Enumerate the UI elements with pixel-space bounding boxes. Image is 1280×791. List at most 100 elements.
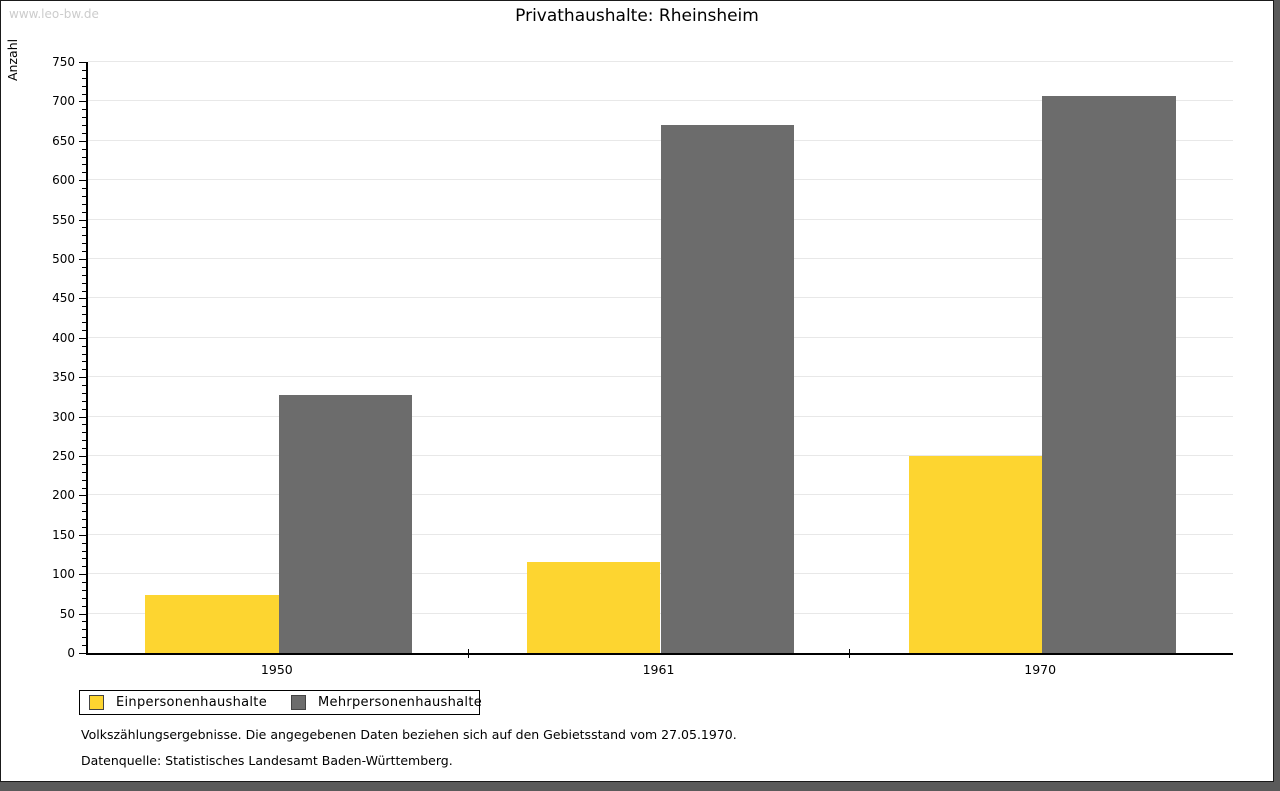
y-axis-tick	[82, 117, 86, 119]
y-axis-tick	[82, 597, 86, 599]
y-axis-tick	[82, 243, 86, 245]
y-axis-tick	[82, 589, 86, 591]
y-axis-tick	[82, 125, 86, 127]
y-axis-tick	[82, 605, 86, 607]
y-axis-tick	[82, 369, 86, 371]
y-axis-tick	[82, 558, 86, 560]
y-axis-tick	[82, 526, 86, 528]
plot-area	[86, 61, 1233, 655]
y-axis-tick	[82, 314, 86, 316]
x-axis-tick	[467, 649, 469, 658]
bar-einpersonenhaushalte-1961	[526, 561, 661, 653]
y-axis-tick	[82, 329, 86, 331]
footer-note: Volkszählungsergebnisse. Die angegebenen…	[81, 727, 737, 742]
y-axis-tick-label: 300	[52, 409, 75, 424]
y-axis-tick	[79, 298, 86, 300]
y-axis-tick	[82, 322, 86, 324]
y-axis-tick-label: 600	[52, 173, 75, 188]
y-axis-tick	[82, 479, 86, 481]
y-axis-tick	[82, 282, 86, 284]
y-axis-tick	[82, 448, 86, 450]
y-axis-tick	[82, 77, 86, 79]
y-axis-tick	[82, 542, 86, 544]
y-axis-tick-label: 350	[52, 370, 75, 385]
y-axis-tick	[82, 266, 86, 268]
y-axis-tick	[79, 495, 86, 497]
y-axis-tick-label: 650	[52, 133, 75, 148]
y-axis-tick	[82, 235, 86, 237]
y-axis-tick	[82, 400, 86, 402]
watermark: www.leo-bw.de	[9, 7, 99, 21]
y-axis-tick	[82, 637, 86, 639]
y-axis-tick	[79, 653, 86, 654]
y-axis-tick	[82, 132, 86, 134]
gridline	[88, 61, 1233, 62]
y-axis-tick	[79, 259, 86, 260]
y-axis-tick-label: 700	[52, 94, 75, 109]
y-axis-tick	[79, 377, 86, 379]
legend-label: Einpersonenhaushalte	[116, 695, 267, 710]
y-axis-tick	[82, 290, 86, 292]
legend: Einpersonenhaushalte Mehrpersonenhaushal…	[79, 690, 482, 715]
x-axis-label: 1950	[260, 662, 293, 677]
y-axis-tick-label: 50	[59, 606, 75, 621]
legend-swatch	[89, 695, 104, 710]
x-axis-tick	[849, 649, 851, 658]
x-axis-label: 1970	[1024, 662, 1057, 677]
y-axis-tick	[82, 93, 86, 95]
bar-einpersonenhaushalte-1970	[908, 456, 1043, 653]
y-axis-tick	[82, 629, 86, 631]
y-axis-tick	[82, 203, 86, 205]
y-axis-tick	[82, 274, 86, 276]
y-axis-tick	[82, 645, 86, 647]
y-axis-tick	[82, 148, 86, 150]
y-axis-tick	[82, 511, 86, 513]
y-axis-tick	[82, 440, 86, 442]
y-axis-title: Anzahl	[5, 38, 20, 81]
y-axis-tick	[82, 566, 86, 568]
y-axis-tick	[82, 345, 86, 347]
y-axis-tick	[82, 251, 86, 253]
y-axis-tick	[82, 164, 86, 166]
y-axis-tick	[82, 487, 86, 489]
y-axis-tick	[82, 156, 86, 158]
y-axis-tick	[82, 519, 86, 521]
y-axis-tick	[82, 424, 86, 426]
y-axis-tick	[79, 574, 86, 576]
y-axis-tick	[79, 101, 86, 103]
x-axis-label: 1961	[642, 662, 675, 677]
y-axis-tick	[82, 188, 86, 190]
legend-item-mehrpersonenhaushalte: Mehrpersonenhaushalte	[291, 695, 482, 710]
y-axis-tick	[82, 353, 86, 355]
y-axis-tick	[82, 85, 86, 87]
y-axis-tick	[79, 456, 86, 457]
y-axis-tick	[82, 385, 86, 387]
y-axis-tick	[82, 109, 86, 111]
y-axis-tick	[79, 613, 86, 615]
y-axis-tick-label: 550	[52, 212, 75, 227]
y-axis-tick-label: 100	[52, 567, 75, 582]
y-axis-tick-label: 750	[52, 55, 75, 69]
bar-mehrpersonenhaushalte-1970	[1042, 95, 1176, 653]
y-axis-tick	[82, 392, 86, 394]
y-axis-tick	[79, 534, 86, 536]
y-axis-tick	[79, 337, 86, 339]
y-axis-tick-label: 150	[52, 527, 75, 542]
y-axis-tick	[79, 416, 86, 418]
y-axis-tick-label: 0	[67, 646, 75, 660]
y-axis-tick	[82, 69, 86, 71]
y-axis-tick	[82, 503, 86, 505]
y-axis-tick	[82, 195, 86, 197]
y-axis-tick	[82, 306, 86, 308]
y-axis-tick-label: 500	[52, 252, 75, 266]
y-axis-tick	[79, 219, 86, 221]
y-axis-tick	[79, 180, 86, 182]
bar-mehrpersonenhaushalte-1950	[278, 394, 413, 653]
y-axis-tick	[82, 432, 86, 434]
y-axis-tick	[79, 62, 86, 63]
y-axis-tick	[82, 227, 86, 229]
footer-source: Datenquelle: Statistisches Landesamt Bad…	[81, 753, 453, 768]
legend-swatch	[291, 695, 306, 710]
y-axis-tick	[82, 172, 86, 174]
